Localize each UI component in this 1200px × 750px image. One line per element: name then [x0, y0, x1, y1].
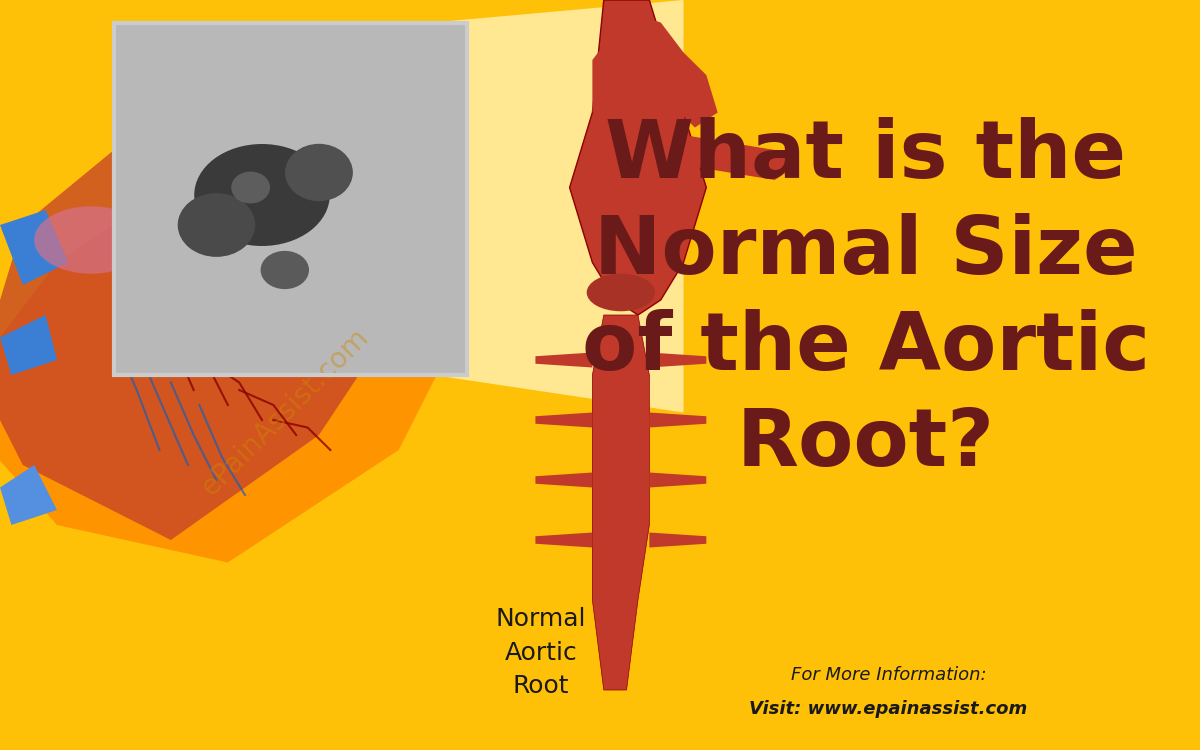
Text: Normal
Aortic
Root: Normal Aortic Root — [496, 607, 587, 698]
Text: ePainAssist.com: ePainAssist.com — [196, 323, 374, 502]
Ellipse shape — [260, 251, 310, 290]
Polygon shape — [649, 413, 707, 428]
Text: For More Information:: For More Information: — [791, 666, 986, 684]
Ellipse shape — [194, 144, 330, 246]
Polygon shape — [0, 150, 398, 540]
Polygon shape — [649, 472, 707, 488]
Polygon shape — [535, 472, 593, 488]
Polygon shape — [0, 210, 68, 285]
Ellipse shape — [587, 274, 655, 311]
Polygon shape — [535, 413, 593, 428]
Polygon shape — [593, 15, 718, 128]
FancyBboxPatch shape — [114, 22, 467, 375]
Polygon shape — [0, 315, 56, 375]
Polygon shape — [649, 352, 707, 368]
Polygon shape — [570, 0, 707, 315]
Polygon shape — [433, 0, 684, 413]
Ellipse shape — [34, 206, 148, 274]
Polygon shape — [593, 315, 649, 690]
Polygon shape — [0, 188, 456, 562]
Text: Visit: www.epainassist.com: Visit: www.epainassist.com — [750, 700, 1027, 718]
Ellipse shape — [286, 144, 353, 201]
Polygon shape — [535, 352, 593, 368]
Text: What is the
Normal Size
of the Aortic
Root?: What is the Normal Size of the Aortic Ro… — [582, 116, 1150, 484]
Polygon shape — [0, 465, 56, 525]
Ellipse shape — [178, 194, 256, 256]
Polygon shape — [535, 532, 593, 548]
Ellipse shape — [232, 172, 270, 203]
Polygon shape — [684, 135, 798, 180]
Polygon shape — [649, 532, 707, 548]
